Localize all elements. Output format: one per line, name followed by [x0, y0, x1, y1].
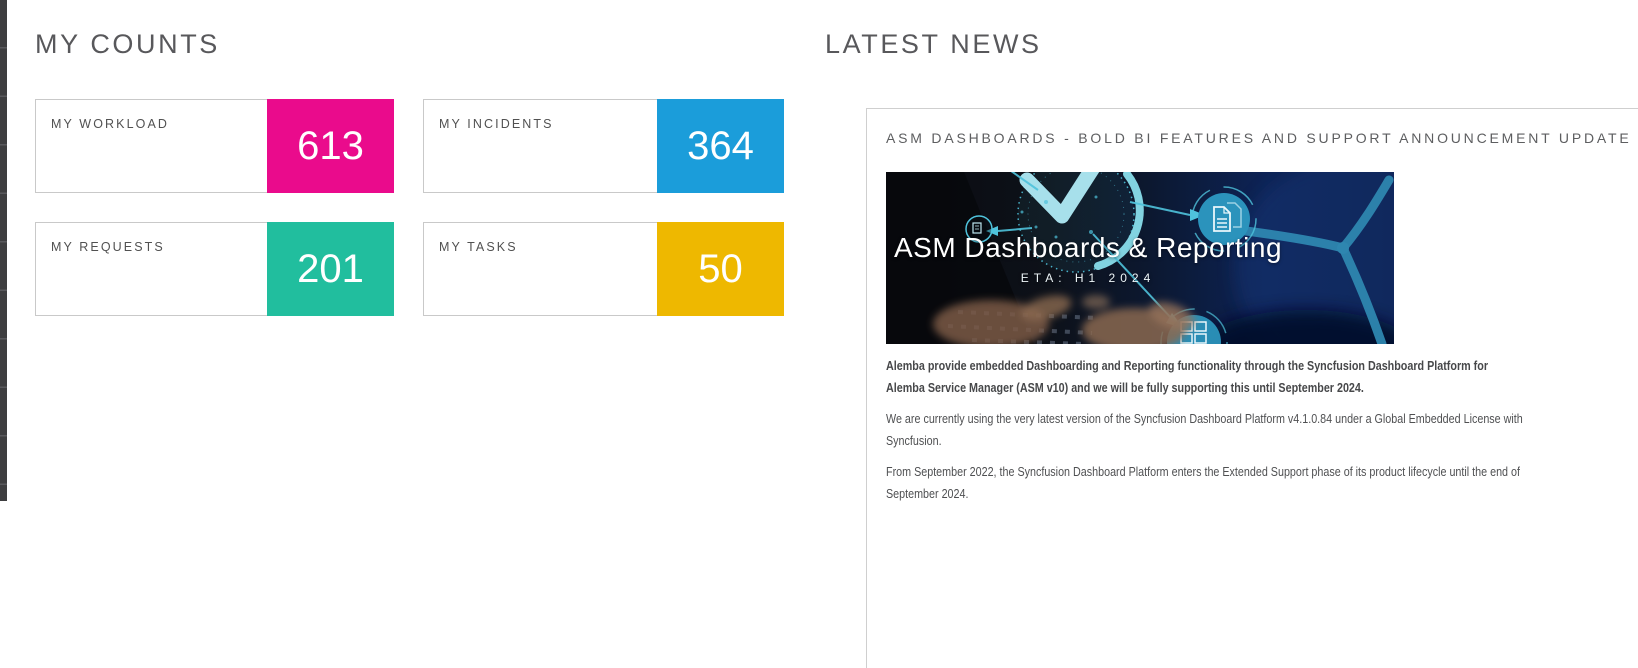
news-article-body: Alemba provide embedded Dashboarding and… [886, 355, 1638, 505]
news-banner-image[interactable]: ASM Dashboards & Reporting ETA: H1 2024 [886, 172, 1394, 344]
news-section-title: LATEST NEWS [825, 29, 1042, 59]
count-card-workload[interactable]: MY WORKLOAD 613 [35, 99, 394, 193]
count-label-area: MY REQUESTS [36, 223, 267, 315]
article-paragraph: We are currently using the very latest v… [886, 411, 1523, 448]
count-card-tasks[interactable]: MY TASKS 50 [423, 222, 784, 316]
count-label-area: MY INCIDENTS [424, 100, 657, 192]
count-label-area: MY TASKS [424, 223, 657, 315]
small-node-icon [965, 215, 993, 243]
document-icon [1191, 186, 1257, 252]
news-article-headline-link[interactable]: ASM DASHBOARDS - BOLD BI FEATURES AND SU… [886, 130, 1632, 146]
news-article-panel: ASM DASHBOARDS - BOLD BI FEATURES AND SU… [866, 108, 1638, 668]
count-card-requests[interactable]: MY REQUESTS 201 [35, 222, 394, 316]
counts-grid: MY WORKLOAD 613 MY INCIDENTS 364 MY REQU… [35, 99, 784, 316]
banner-eta-text: ETA: H1 2024 [1020, 271, 1156, 285]
collapsed-sidebar[interactable] [0, 0, 7, 501]
count-value-badge: 50 [657, 222, 784, 316]
count-label-area: MY WORKLOAD [36, 100, 267, 192]
count-label: MY WORKLOAD [51, 117, 170, 131]
count-card-incidents[interactable]: MY INCIDENTS 364 [423, 99, 784, 193]
count-label: MY TASKS [439, 240, 518, 254]
counts-section-title: MY COUNTS [35, 29, 220, 59]
article-paragraph: Alemba provide embedded Dashboarding and… [886, 358, 1489, 395]
count-label: MY REQUESTS [51, 240, 165, 254]
hands-graphic [933, 295, 1195, 344]
article-paragraph: From September 2022, the Syncfusion Dash… [886, 464, 1520, 501]
count-label: MY INCIDENTS [439, 117, 554, 131]
count-value-badge: 613 [267, 99, 394, 193]
count-value-badge: 364 [657, 99, 784, 193]
banner-title-text: ASM Dashboards & Reporting [893, 232, 1283, 263]
count-value-badge: 201 [267, 222, 394, 316]
banner-artwork [886, 172, 1394, 344]
